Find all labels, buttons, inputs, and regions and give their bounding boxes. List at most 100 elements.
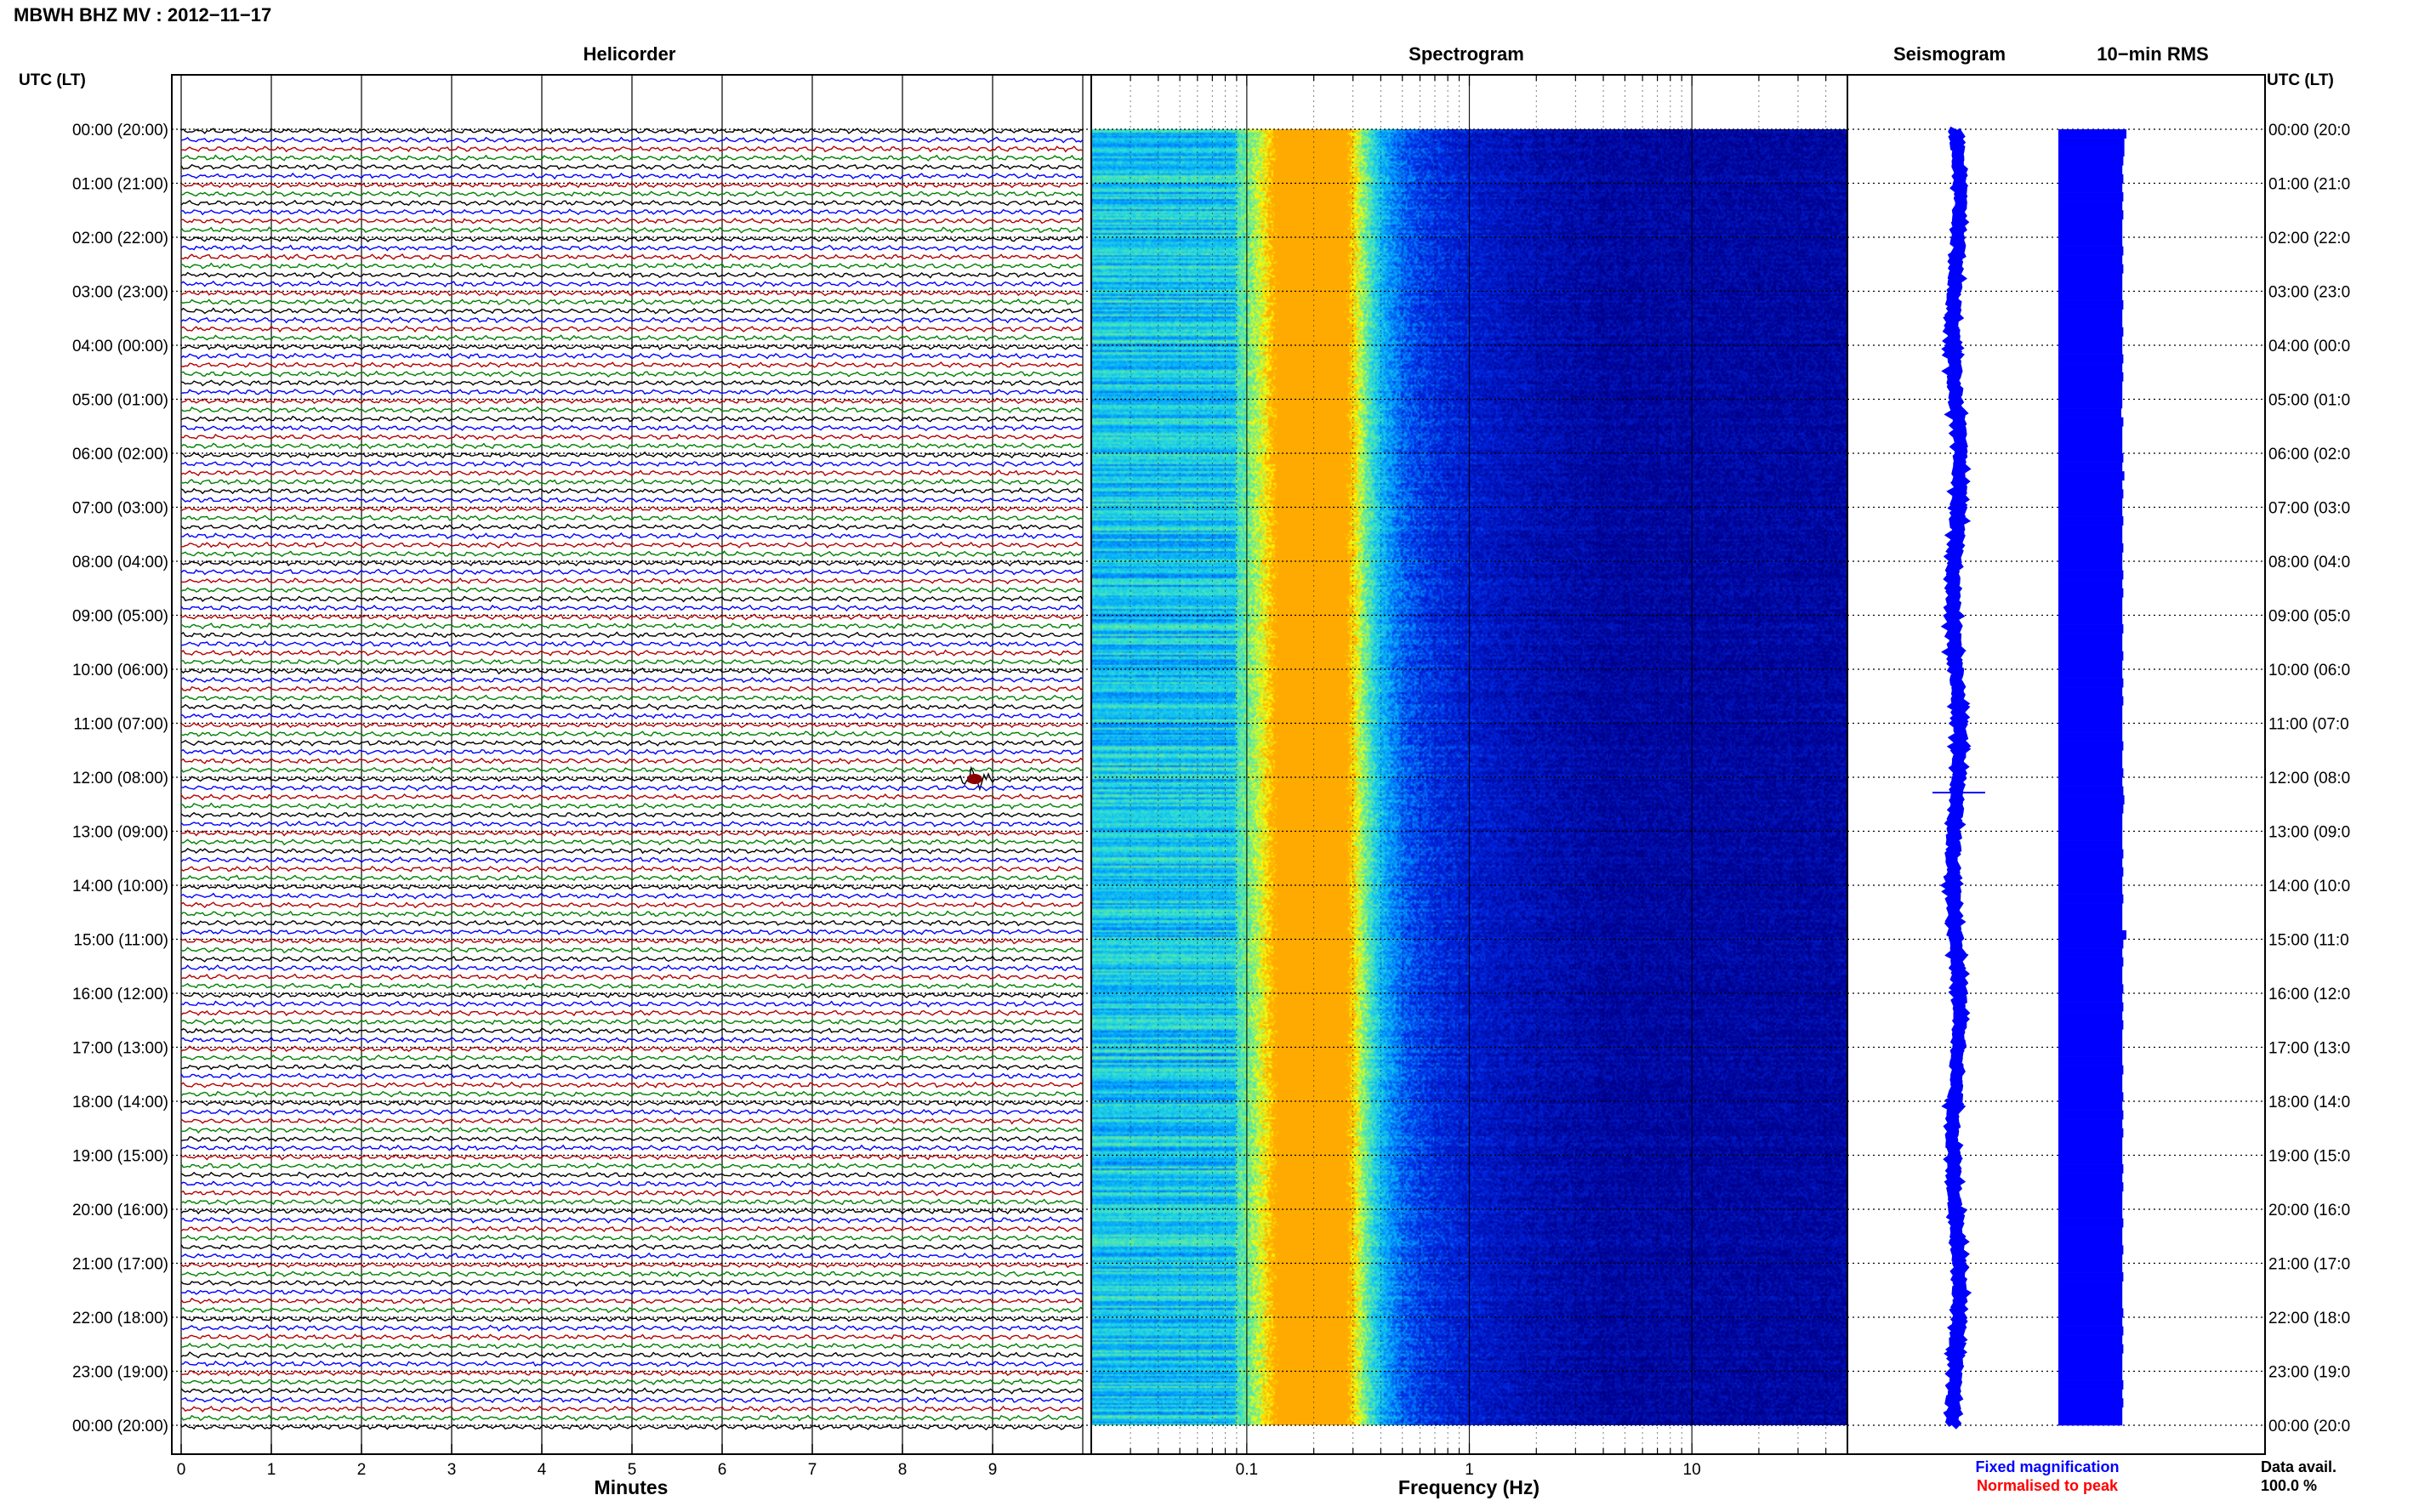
right-time-label: 16:00 (12:0 [2268,986,2350,1003]
rms-bar [2058,552,2123,562]
rms-bar [2058,291,2123,301]
rms-bar [2058,210,2124,220]
rms-bar [2058,1092,2124,1102]
helicorder-trace [180,1117,1084,1125]
rms-bar [2058,723,2123,733]
rms-bar [2058,1326,2124,1336]
helicorder-trace [180,1279,1084,1287]
left-time-label: 17:00 (13:00) [72,1040,168,1058]
rms-bar [2058,633,2123,643]
right-time-label: 19:00 (15:0 [2268,1148,2350,1166]
helicorder-trace [180,838,1084,846]
helicorder-trace [180,505,1084,513]
helicorder-trace [180,1234,1084,1242]
helicorder-trace [181,460,1084,468]
left-time-label: 14:00 (10:00) [72,878,168,895]
right-time-label: 08:00 (04:0 [2268,554,2350,571]
rms-bar [2058,381,2123,391]
minute-tick-label: 0 [177,1461,186,1479]
helicorder-trace [180,703,1084,711]
helicorder-trace [180,550,1084,558]
right-time-label: 01:00 (21:0 [2268,176,2350,194]
rms-bar [2058,1380,2124,1390]
helicorder-trace [180,451,1084,459]
rms-bar [2058,894,2124,904]
rms-bar [2058,1245,2124,1255]
helicorder-trace [180,568,1084,576]
helicorder-trace [181,1108,1084,1116]
rms-bar [2058,1218,2124,1228]
rms-bar [2058,570,2124,580]
helicorder-trace [180,784,1084,792]
helicorder-trace [180,892,1084,900]
helicorder-trace [180,1396,1084,1404]
rms-bar [2058,462,2123,472]
rms-bar [2058,1407,2123,1417]
helicorder-trace [180,190,1084,198]
rms-bar [2058,1335,2123,1345]
rms-bar [2058,318,2123,328]
helicorder-trace [180,1414,1084,1422]
left-time-label: 06:00 (02:00) [72,446,168,463]
frequency-tick-label: 10 [1683,1461,1701,1479]
helicorder-trace [180,1405,1084,1413]
rms-bar [2058,201,2123,211]
right-time-label: 20:00 (16:0 [2268,1202,2350,1219]
legend-normalised-to-peak: Normalised to peak [1977,1477,2119,1494]
helicorder-trace [180,559,1084,567]
rms-bar [2058,1389,2123,1399]
helicorder-trace [180,1360,1084,1368]
seismogram-trace [1939,126,1972,1430]
rms-bar [2058,1128,2124,1138]
helicorder-trace [180,496,1084,503]
rms-bar [2058,804,2124,814]
left-time-label: 09:00 (05:00) [72,608,168,626]
helicorder-trace [180,955,1083,963]
rms-bar [2058,1253,2123,1264]
helicorder-trace [180,829,1084,837]
left-time-label: 12:00 (08:00) [72,770,168,787]
rms-bar [2058,966,2123,976]
rms-bar [2058,309,2123,319]
right-time-label: 17:00 (13:0 [2268,1040,2350,1058]
left-time-label: 01:00 (21:00) [72,176,168,194]
frequency-tick-label: 1 [1465,1461,1474,1479]
rms-bar [2058,336,2123,346]
right-time-label: 23:00 (19:0 [2268,1364,2350,1382]
rms-bar [2058,1236,2123,1246]
data-avail-value: 100.0 % [2261,1477,2317,1494]
rms-bar [2058,1155,2123,1165]
helicorder-trace [180,1054,1084,1061]
helicorder-trace [180,289,1084,297]
seismogram-title: Seismogram [1893,43,2006,65]
rms-bar [2058,165,2123,175]
frequency-axis-label: Frequency (Hz) [1398,1476,1540,1498]
right-time-label: 13:00 (09:0 [2268,824,2350,842]
helicorder-trace [180,757,1084,765]
rms-bar [2058,534,2123,544]
rms-bar [2058,957,2124,967]
helicorder-trace [180,613,1084,621]
right-time-label: 12:00 (08:0 [2268,770,2350,787]
helicorder-trace [180,1261,1084,1269]
helicorder-trace [180,271,1084,279]
rms-bar [2058,444,2123,454]
rms-bar [2058,660,2123,670]
helicorder-trace [180,541,1084,549]
rms-bar [2058,1074,2123,1084]
rms-bar [2058,1145,2123,1156]
rms-bar [2058,1047,2123,1057]
helicorder-trace [180,1288,1084,1296]
rms-bar [2058,543,2124,553]
rms-bar [2058,669,2123,679]
rms-bar [2058,363,2123,373]
rms-bar [2058,678,2124,688]
rms-bar [2058,300,2124,310]
seismogram-frame [1847,74,2266,1455]
rms-bar [2058,713,2123,724]
rms-bar [2058,453,2124,463]
right-time-label: 15:00 (11:0 [2268,932,2349,950]
rms-bar [2058,183,2123,193]
right-axis-header: UTC (LT) [2267,71,2334,89]
helicorder-trace [180,1297,1084,1305]
